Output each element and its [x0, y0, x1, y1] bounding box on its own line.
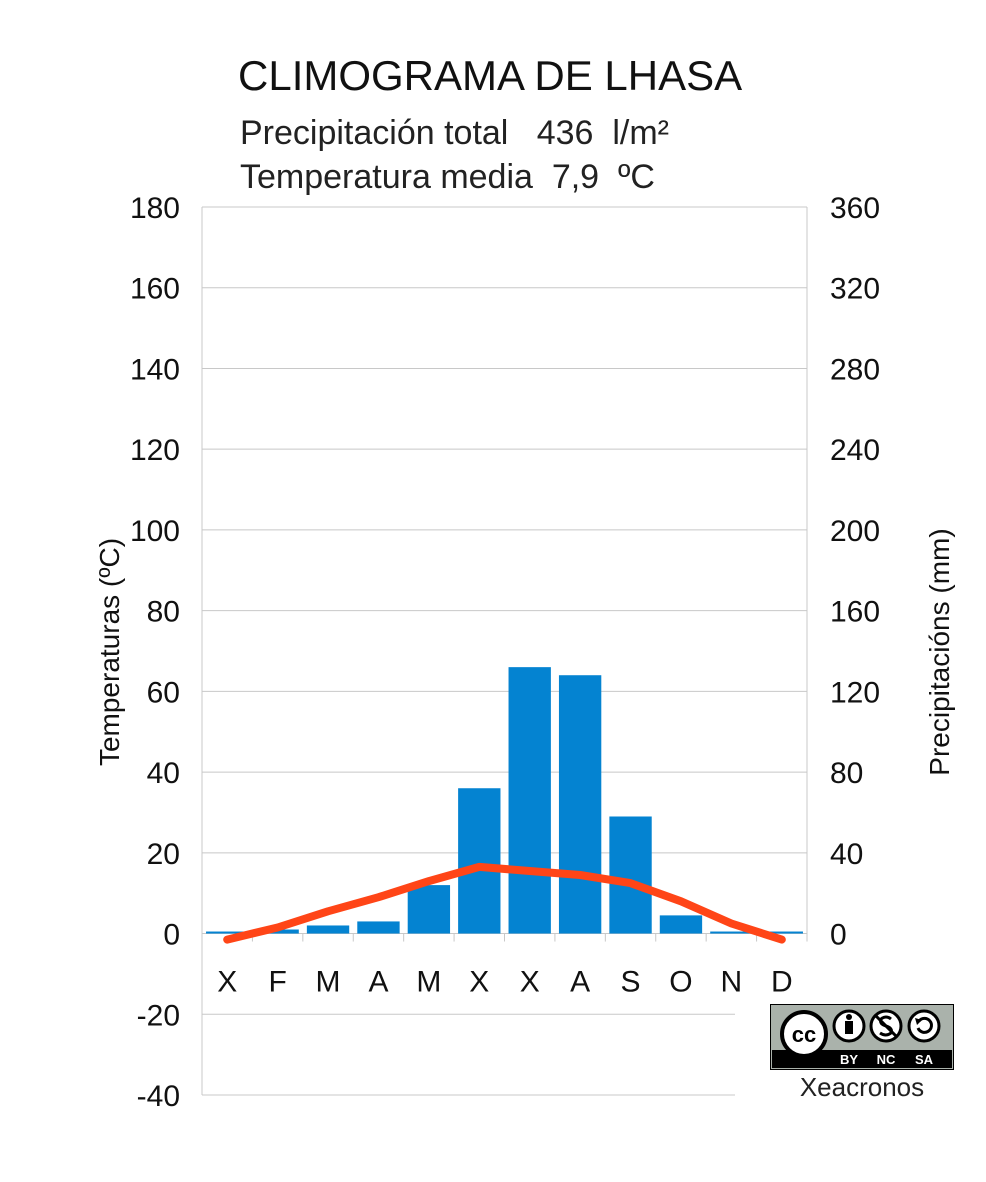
temperature-mean-line: Temperatura media 7,9 ºC — [240, 158, 655, 197]
precipitation-total-line: Precipitación total 436 l/m² — [240, 114, 669, 153]
right-tick-label: 320 — [830, 273, 880, 306]
cc-nc-label: NC — [877, 1052, 896, 1067]
month-label: X — [520, 966, 540, 999]
cc-sa-label: SA — [915, 1052, 934, 1067]
license-author: Xeacronos — [799, 1072, 925, 1102]
left-tick-label: -40 — [137, 1080, 180, 1113]
cc-icon: cc — [792, 1022, 816, 1047]
temperature-mean-value: 7,9 — [551, 158, 600, 196]
sharealike-icon — [907, 1009, 941, 1043]
right-tick-label: 120 — [830, 676, 880, 709]
precipitation-total-unit: l/m² — [612, 114, 670, 152]
month-label: M — [316, 966, 341, 999]
precipitation-bar — [609, 816, 652, 934]
cc-by-label: BY — [840, 1052, 858, 1067]
precipitation-bar — [508, 667, 551, 934]
right-tick-label: 280 — [830, 353, 880, 386]
precipitation-bar — [659, 915, 703, 934]
month-label: A — [368, 966, 388, 999]
precipitation-bar — [458, 788, 501, 934]
left-tick-label: 140 — [130, 353, 180, 386]
temperature-mean-unit: ºC — [618, 158, 655, 196]
attribution-icon — [832, 1009, 866, 1043]
precipitation-bar — [306, 925, 350, 934]
month-label: A — [570, 966, 590, 999]
left-tick-label: 40 — [147, 757, 180, 790]
left-tick-label: -20 — [137, 999, 180, 1032]
left-tick-label: 120 — [130, 434, 180, 467]
cc-license-badge: cc BY NC SA — [770, 1004, 954, 1070]
left-axis-label: Temperaturas (ºC) — [94, 537, 125, 767]
month-label: O — [669, 966, 692, 999]
right-tick-label: 80 — [830, 757, 863, 790]
precipitation-bar — [407, 885, 451, 934]
right-tick-label: 0 — [830, 919, 847, 952]
right-tick-label: 160 — [830, 596, 880, 629]
left-tick-label: 60 — [147, 676, 180, 709]
precipitation-bar — [357, 921, 400, 934]
temperature-line — [223, 862, 786, 944]
left-tick-label: 180 — [130, 192, 180, 225]
right-tick-label: 200 — [830, 515, 880, 548]
left-tick-label: 160 — [130, 273, 180, 306]
chart-title: CLIMOGRAMA DE LHASA — [238, 52, 743, 99]
right-axis-label: Precipitacións (mm) — [924, 528, 955, 776]
precipitation-bar — [760, 931, 803, 934]
right-tick-label: 360 — [830, 192, 880, 225]
precipitation-total-label: Precipitación total — [240, 114, 509, 152]
month-label: D — [771, 966, 793, 999]
month-label: S — [621, 966, 641, 999]
left-tick-label: 0 — [163, 919, 180, 952]
month-label: X — [217, 966, 237, 999]
noncommercial-icon — [869, 1009, 903, 1043]
month-label: N — [721, 966, 743, 999]
temperature-mean-label: Temperatura media — [240, 158, 533, 196]
left-tick-label: 20 — [147, 838, 180, 871]
left-tick-label: 80 — [147, 596, 180, 629]
precipitation-bar — [710, 931, 753, 934]
precipitation-total-value: 436 — [536, 114, 594, 152]
month-label: X — [469, 966, 489, 999]
right-tick-label: 240 — [830, 434, 880, 467]
month-label: M — [416, 966, 441, 999]
precipitation-bar — [558, 675, 602, 934]
right-tick-label: 40 — [830, 838, 863, 871]
precipitation-bar — [206, 931, 249, 934]
left-tick-label: 100 — [130, 515, 180, 548]
month-label: F — [268, 966, 286, 999]
